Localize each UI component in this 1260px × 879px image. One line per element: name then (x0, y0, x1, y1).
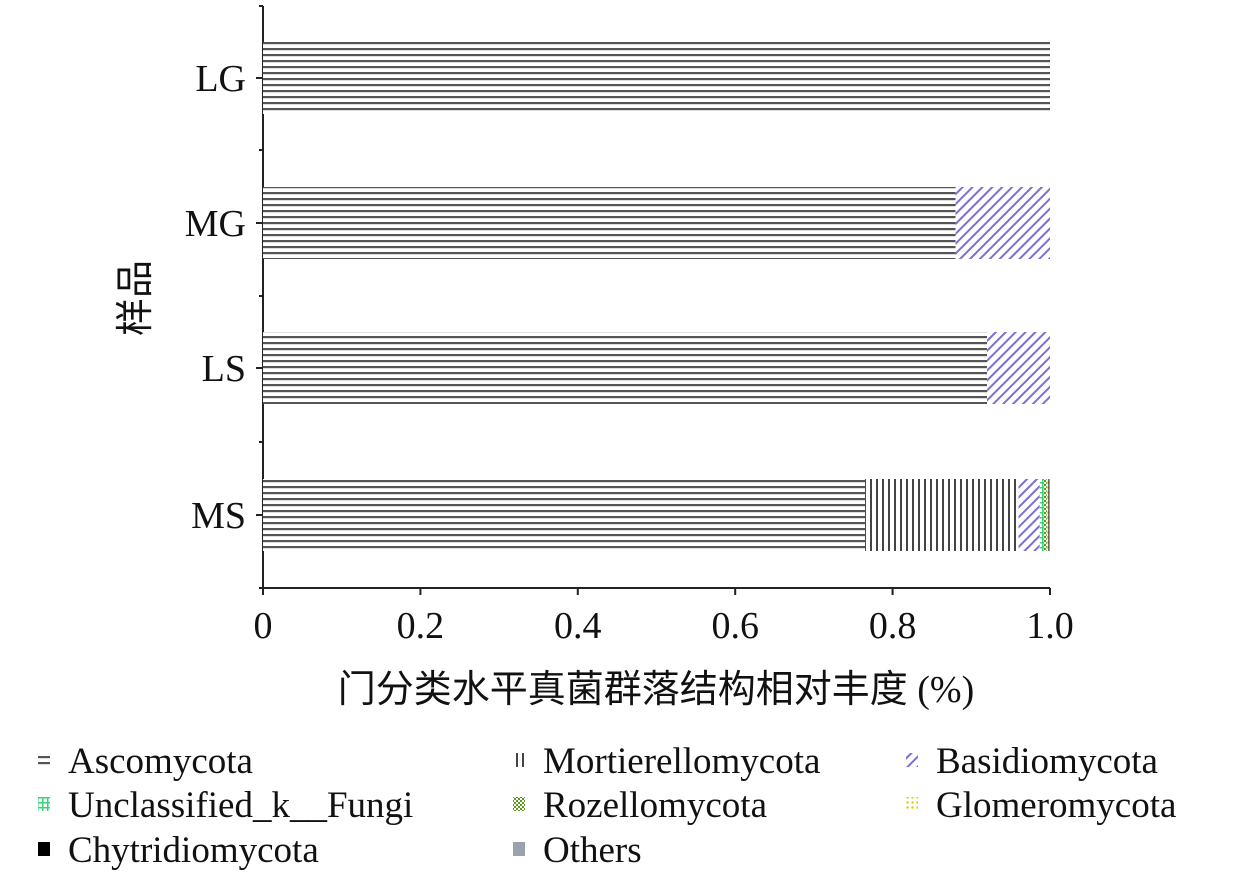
bar-mg-ascomycota (263, 187, 956, 259)
legend-label-others: Others (543, 830, 642, 871)
legend-label-unclassified-k-fungi: Unclassified_k__Fungi (68, 785, 413, 826)
bar-ms-others (1049, 479, 1050, 551)
x-tick-label: 0.8 (869, 605, 917, 647)
legend-label-glomeromycota: Glomeromycota (936, 785, 1176, 826)
bar-ms-ascomycota (263, 479, 866, 551)
bar-ms-basidiomycota (1018, 479, 1040, 551)
y-axis-title: 样品 (115, 260, 157, 336)
legend-swatch-glomeromycota (906, 797, 918, 811)
legend-label-basidiomycota: Basidiomycota (936, 741, 1158, 782)
bar-lg-ascomycota (263, 42, 1050, 114)
x-tick-label: 1.0 (1026, 605, 1074, 647)
x-axis-title: 门分类水平真菌群落结构相对丰度 (%) (338, 669, 974, 711)
y-tick-label-ls: LS (202, 348, 246, 390)
bar-ms-unclassified-k-fungi (1039, 479, 1044, 551)
bar-ms-mortierellomycota (865, 479, 1019, 551)
y-tick-label-mg: MG (185, 203, 246, 245)
legend-swatch-others (513, 842, 525, 856)
legend-label-rozellomycota: Rozellomycota (543, 785, 767, 826)
legend-swatch-unclassified-k-fungi (38, 797, 50, 811)
y-tick-label-ms: MS (191, 495, 246, 537)
legend-swatch-ascomycota (38, 753, 50, 767)
x-tick-label: 0 (254, 605, 273, 647)
legend-label-chytridiomycota: Chytridiomycota (68, 830, 319, 871)
y-ticks: LG MG LS MS (185, 5, 263, 589)
bar-ls-ascomycota (263, 332, 988, 404)
bars (263, 42, 1050, 551)
x-tick-label: 0.2 (397, 605, 445, 647)
legend-swatch-mortierellomycota (513, 753, 525, 767)
legend-label-mortierellomycota: Mortierellomycota (543, 741, 820, 782)
bar-ms-glomeromycota (1046, 479, 1049, 551)
legend-label-ascomycota: Ascomycota (68, 741, 253, 782)
x-tick-label: 0.4 (554, 605, 602, 647)
bar-mg-basidiomycota (955, 187, 1050, 259)
bar-ls-basidiomycota (987, 332, 1050, 404)
legend-swatch-chytridiomycota (38, 842, 50, 856)
legend-swatch-basidiomycota (906, 753, 918, 767)
y-tick-label-lg: LG (195, 58, 246, 100)
x-ticks: 0 0.2 0.4 0.6 0.8 1.0 (254, 588, 1074, 647)
bar-ms-rozellomycota (1043, 479, 1047, 551)
bar-ms-chytridiomycota (1048, 479, 1050, 551)
x-tick-label: 0.6 (711, 605, 759, 647)
legend-swatch-rozellomycota (513, 797, 525, 811)
legend: Ascomycota Mortierellomycota Basidiomycota… (38, 741, 1176, 871)
